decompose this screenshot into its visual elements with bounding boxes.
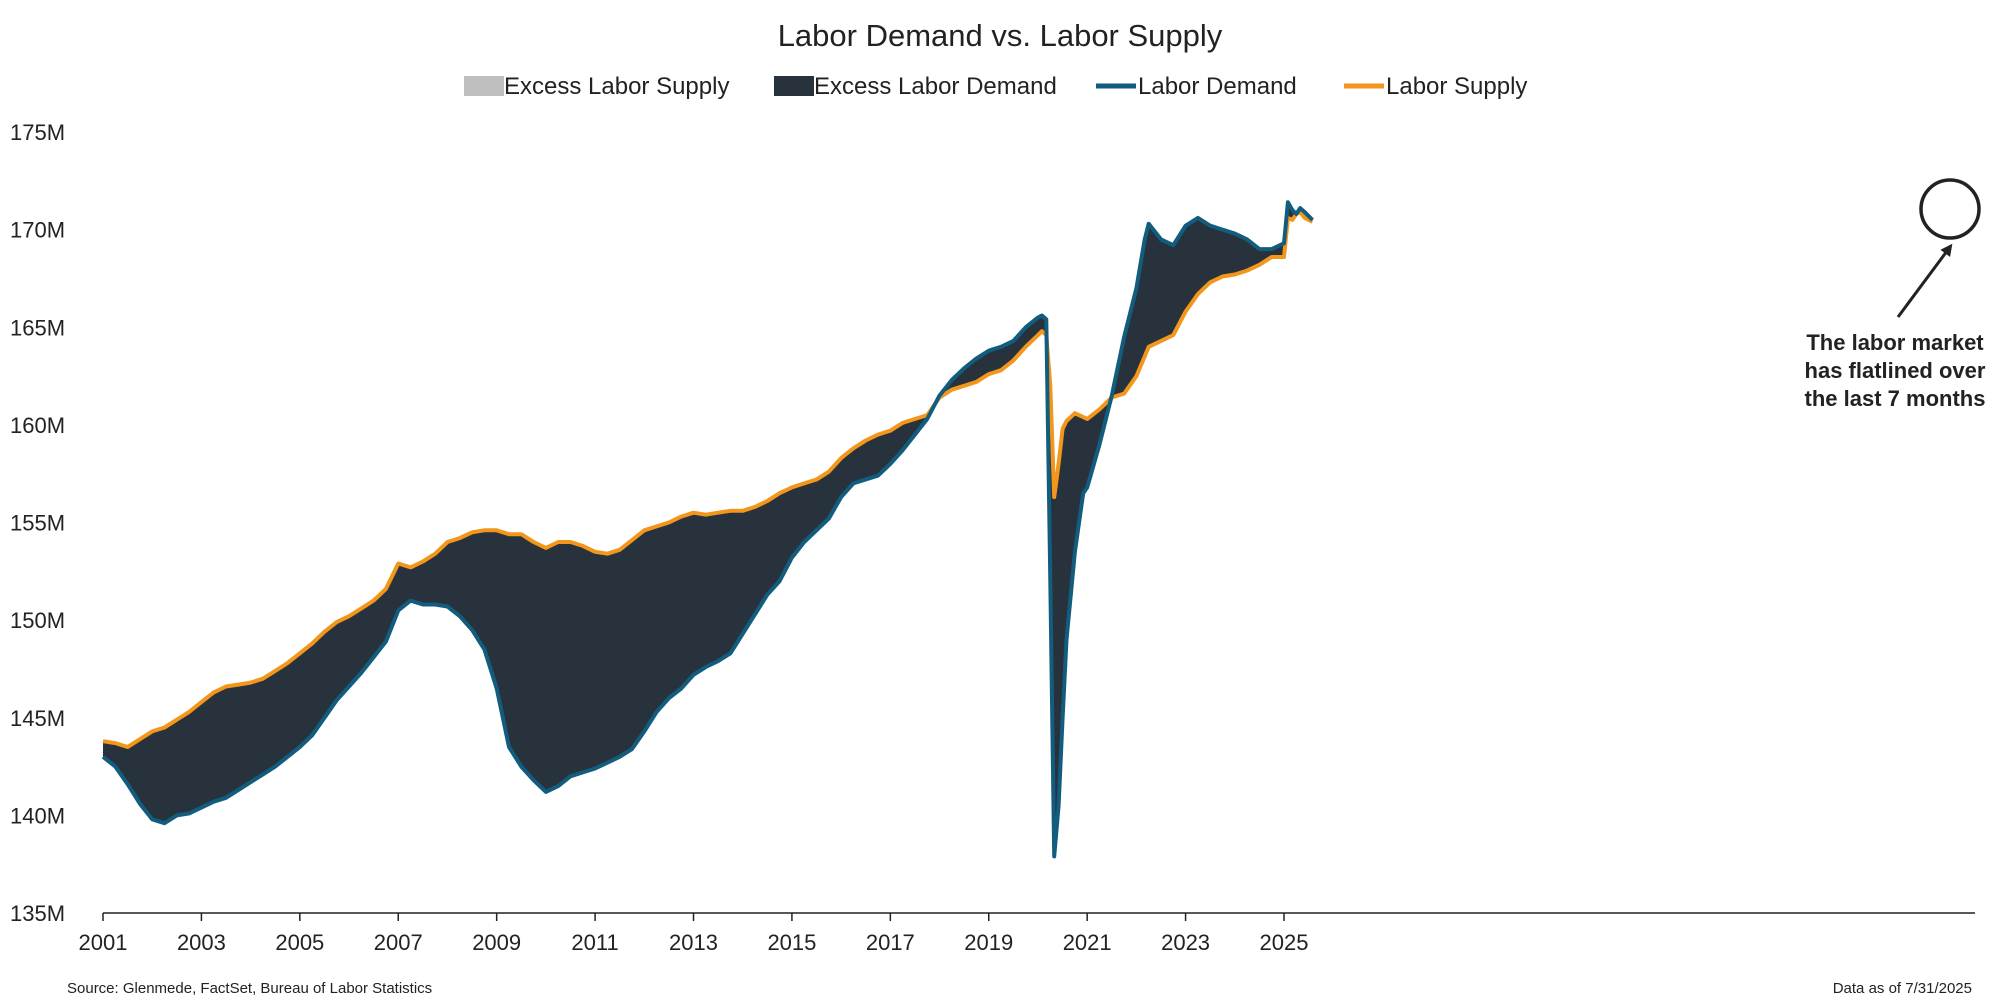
x-tick-label: 2011 xyxy=(571,930,618,955)
excess-labor-demand-area xyxy=(1111,202,1297,399)
legend-label-labor-demand: Labor Demand xyxy=(1138,73,1297,100)
y-tick-label: 135M xyxy=(10,901,65,926)
y-tick-label: 175M xyxy=(10,120,65,145)
annotation: The labor market has flatlined over the … xyxy=(1805,178,1986,411)
chart-title: Labor Demand vs. Labor Supply xyxy=(778,18,1223,53)
labor-demand-line xyxy=(101,200,1314,859)
labor-supply-line xyxy=(102,210,1314,749)
x-tick-label: 2015 xyxy=(767,930,816,955)
legend-label-labor-supply: Labor Supply xyxy=(1386,73,1527,100)
annotation-arrow xyxy=(1896,243,1953,318)
y-tick-label: 145M xyxy=(10,706,65,731)
legend-swatch-excess-labor-supply xyxy=(464,76,504,96)
legend-swatch-excess-labor-demand xyxy=(774,76,814,96)
excess-labor-demand-area xyxy=(103,403,936,824)
y-tick-label: 155M xyxy=(10,511,65,536)
x-tick-label: 2017 xyxy=(866,930,915,955)
legend-label-excess-labor-supply: Excess Labor Supply xyxy=(504,73,729,100)
annotation-line-2: has flatlined over xyxy=(1805,358,1986,383)
x-tick-label: 2025 xyxy=(1260,930,1309,955)
x-tick-label: 2003 xyxy=(177,930,226,955)
y-tick-label: 160M xyxy=(10,413,65,438)
x-tick-label: 2021 xyxy=(1063,930,1112,955)
x-axis: 2001 2003 2005 2007 2009 2011 2013 2015 2017 2019… xyxy=(79,913,1309,955)
y-tick-label: 165M xyxy=(10,315,65,340)
x-tick-label: 2013 xyxy=(669,930,718,955)
annotation-line-3: the last 7 months xyxy=(1805,386,1986,411)
x-tick-label: 2019 xyxy=(964,930,1013,955)
x-tick-label: 2001 xyxy=(79,930,128,955)
y-tick-label: 140M xyxy=(10,803,65,828)
y-tick-label: 170M xyxy=(10,218,65,243)
x-tick-label: 2007 xyxy=(374,930,423,955)
source-note: Source: Glenmede, FactSet, Bureau of Lab… xyxy=(67,980,432,997)
annotation-line-1: The labor market xyxy=(1806,330,1984,355)
annotation-circle xyxy=(1919,178,1981,240)
x-tick-label: 2009 xyxy=(472,930,521,955)
plot-lines xyxy=(101,200,1314,859)
legend-label-excess-labor-demand: Excess Labor Demand xyxy=(814,73,1057,100)
y-axis: 135M 140M 145M 150M 155M 160M 165M 170M 175M xyxy=(10,120,65,926)
legend: Excess Labor Supply Excess Labor Demand … xyxy=(464,73,1527,100)
x-tick-label: 2023 xyxy=(1161,930,1210,955)
date-note: Data as of 7/31/2025 xyxy=(1833,980,1972,997)
y-tick-label: 150M xyxy=(10,608,65,633)
x-tick-label: 2005 xyxy=(275,930,324,955)
excess-labor-demand-area xyxy=(1046,338,1112,857)
